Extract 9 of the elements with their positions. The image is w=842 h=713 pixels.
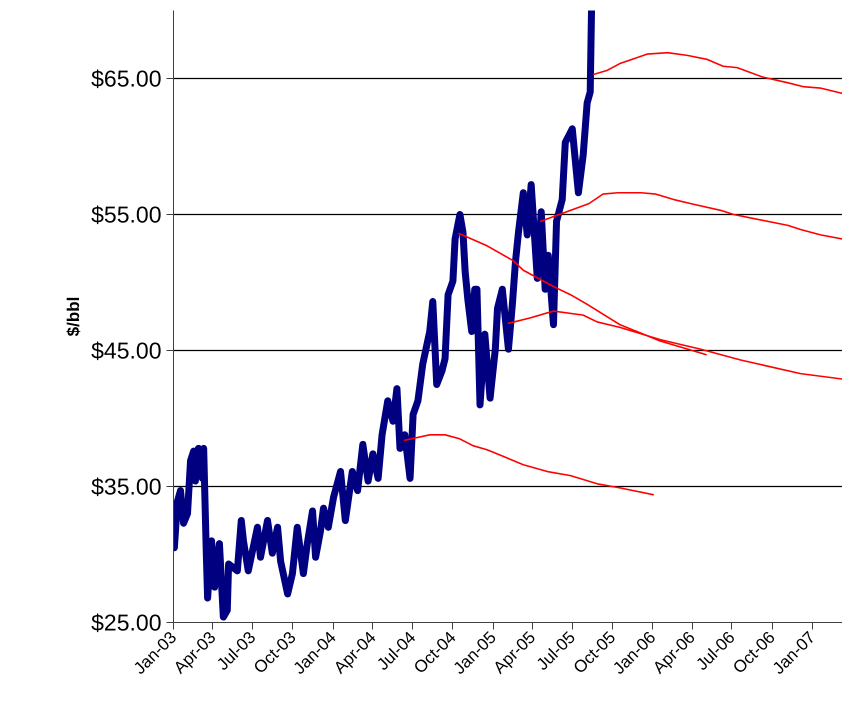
y-tick-label: $35.00	[91, 474, 162, 500]
line-series	[540, 192, 842, 240]
y-tick-label: $45.00	[91, 338, 162, 364]
y-tick-label: $25.00	[91, 610, 162, 636]
y-tick-label: $65.00	[91, 66, 162, 92]
line-series	[404, 434, 654, 496]
line-series	[592, 52, 842, 94]
y-tick-label: $55.00	[91, 202, 162, 228]
y-axis-title: $/bbl	[64, 296, 84, 336]
